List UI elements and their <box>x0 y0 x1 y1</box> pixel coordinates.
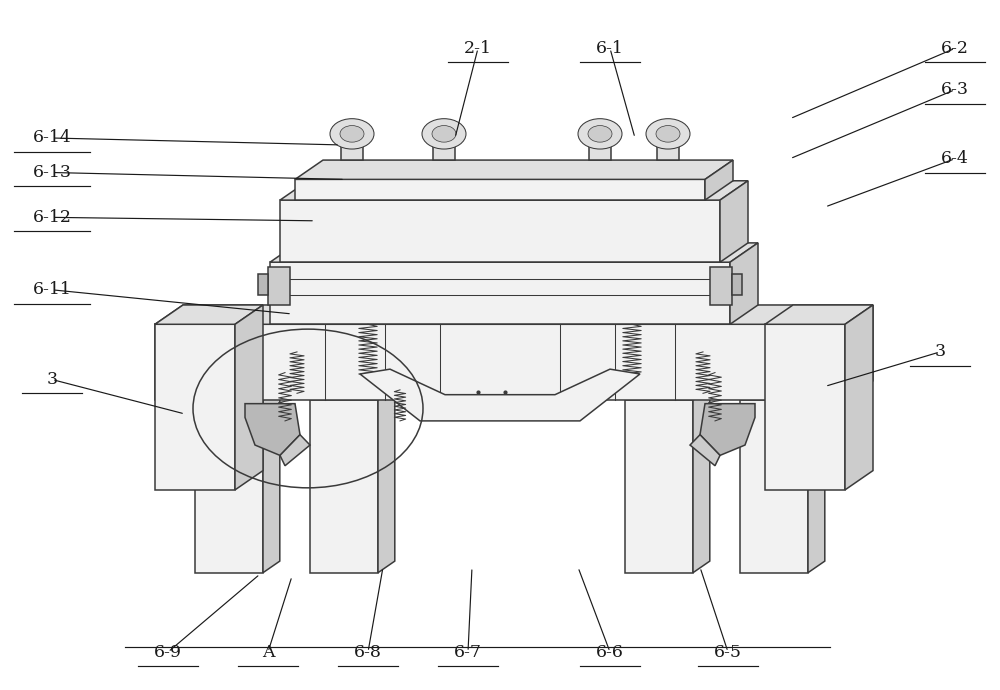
Polygon shape <box>280 181 748 200</box>
Polygon shape <box>360 369 640 421</box>
Bar <box>155 324 845 400</box>
Text: 6-12: 6-12 <box>32 209 72 226</box>
Bar <box>341 138 363 160</box>
Circle shape <box>422 119 466 149</box>
Bar <box>310 400 378 573</box>
Text: 6-14: 6-14 <box>33 130 71 146</box>
Text: 2-1: 2-1 <box>464 40 492 57</box>
Polygon shape <box>690 435 720 466</box>
Polygon shape <box>378 388 395 573</box>
Polygon shape <box>720 181 748 262</box>
Circle shape <box>656 126 680 142</box>
Bar <box>295 179 705 200</box>
Circle shape <box>646 119 690 149</box>
Text: 6-7: 6-7 <box>454 644 482 660</box>
Text: 6-6: 6-6 <box>596 644 624 660</box>
Bar <box>765 324 845 490</box>
Polygon shape <box>845 305 873 400</box>
Circle shape <box>330 119 374 149</box>
Bar <box>710 267 732 305</box>
Bar <box>268 267 290 305</box>
Polygon shape <box>765 305 873 324</box>
Text: 6-2: 6-2 <box>941 40 969 57</box>
Polygon shape <box>295 160 733 179</box>
Polygon shape <box>808 388 825 573</box>
Text: 3: 3 <box>46 371 58 388</box>
Circle shape <box>340 126 364 142</box>
Text: 6-13: 6-13 <box>32 164 72 181</box>
Bar <box>732 274 742 295</box>
Polygon shape <box>730 243 758 324</box>
Bar <box>589 138 611 160</box>
Bar <box>657 138 679 160</box>
Text: 3: 3 <box>934 344 946 360</box>
Bar <box>258 274 268 295</box>
Polygon shape <box>263 388 280 573</box>
Circle shape <box>588 126 612 142</box>
Bar <box>195 400 263 573</box>
Text: 6-4: 6-4 <box>941 150 969 167</box>
Polygon shape <box>155 305 263 324</box>
Polygon shape <box>155 305 873 324</box>
Polygon shape <box>245 404 300 455</box>
Bar <box>740 400 808 573</box>
Bar <box>155 324 235 490</box>
Polygon shape <box>700 404 755 455</box>
Polygon shape <box>845 305 873 490</box>
Circle shape <box>432 126 456 142</box>
Text: 6-9: 6-9 <box>154 644 182 660</box>
Text: 6-3: 6-3 <box>941 81 969 98</box>
Polygon shape <box>270 243 758 262</box>
Text: 6-8: 6-8 <box>354 644 382 660</box>
Polygon shape <box>280 435 310 466</box>
Bar <box>433 138 455 160</box>
Text: A: A <box>262 644 274 660</box>
Bar <box>625 400 693 573</box>
Bar <box>280 200 720 262</box>
Bar <box>270 262 730 324</box>
Circle shape <box>578 119 622 149</box>
Polygon shape <box>693 388 710 573</box>
Polygon shape <box>235 305 263 490</box>
Text: 6-1: 6-1 <box>596 40 624 57</box>
Text: 6-11: 6-11 <box>33 282 71 298</box>
Text: 6-5: 6-5 <box>714 644 742 660</box>
Polygon shape <box>705 160 733 200</box>
